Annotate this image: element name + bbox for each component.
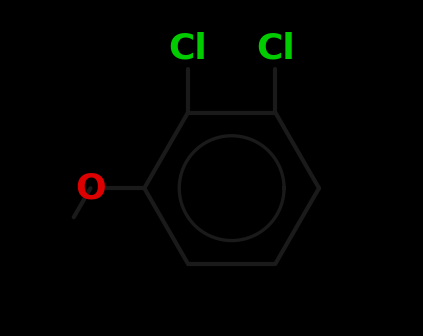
Text: Cl: Cl [256, 32, 295, 66]
Text: Cl: Cl [169, 32, 207, 66]
Text: O: O [75, 171, 106, 205]
